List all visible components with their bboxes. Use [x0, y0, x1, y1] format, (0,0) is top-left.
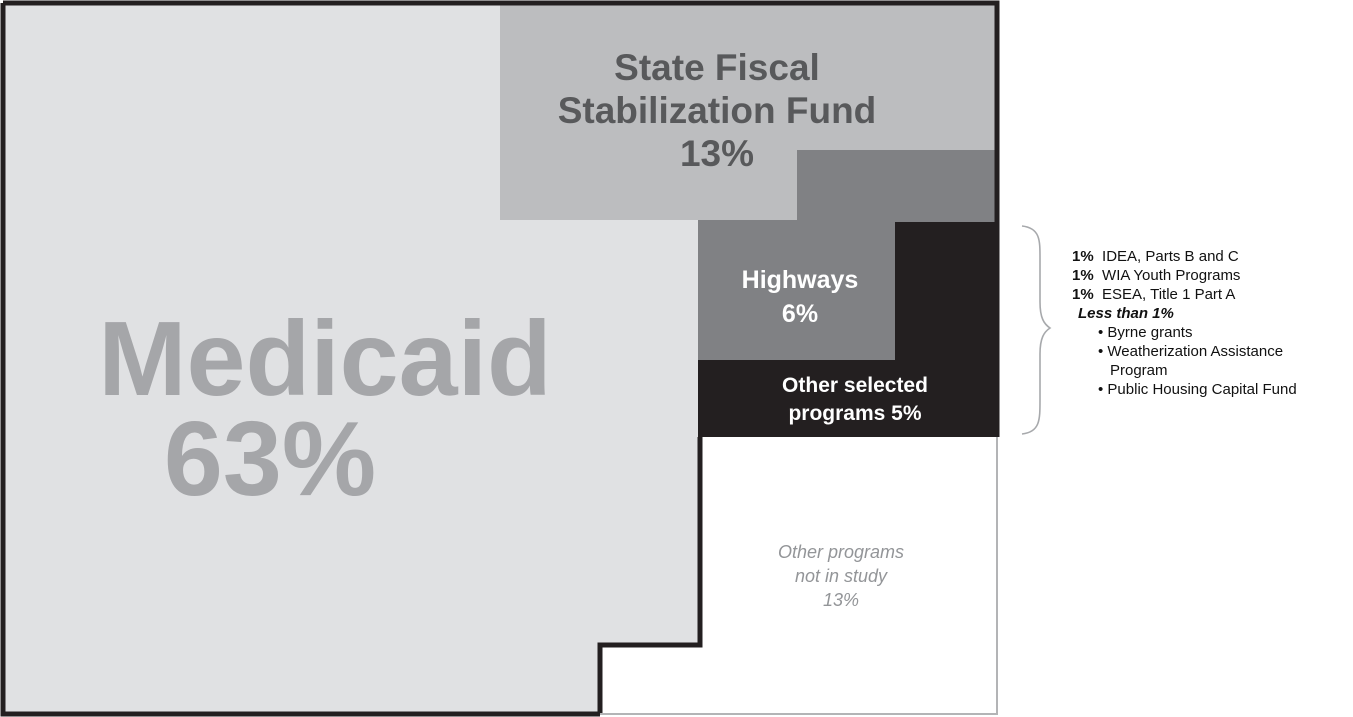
- segment-other-selected-programs: [698, 222, 997, 437]
- less-than-item: • Byrne grants: [1098, 324, 1193, 341]
- breakdown-item: 1% WIA Youth Programs: [1072, 266, 1352, 285]
- segment-medicaid: [3, 3, 698, 714]
- segment-highways: [698, 150, 997, 360]
- less-than-item: • Weatherization Assistance: [1098, 343, 1284, 360]
- breakdown-item-pct: 1%: [1072, 248, 1094, 265]
- less-than-item-continuation: Program: [1110, 362, 1168, 379]
- less-than-heading: Less than 1%: [1078, 305, 1174, 322]
- label-sfsf-line2: Stabilization Fund: [558, 90, 877, 131]
- step-outline: [597, 437, 703, 714]
- label-sfsf-line1: State Fiscal: [614, 47, 820, 88]
- breakdown-item-pct: 1%: [1072, 267, 1094, 284]
- label-highways-name: Highways: [742, 266, 859, 294]
- segment-other-programs-not-in-study: [600, 437, 997, 714]
- breakdown-item: 1% ESEA, Title 1 Part A: [1072, 285, 1352, 304]
- breakdown-list: 1% IDEA, Parts B and C 1% WIA Youth Prog…: [1072, 247, 1352, 399]
- other-programs-outline: [600, 437, 998, 715]
- label-medicaid-name: Medicaid: [98, 300, 552, 418]
- breakdown-item-pct: 1%: [1072, 286, 1094, 303]
- label-medicaid-pct: 63%: [164, 400, 376, 518]
- label-other-programs-line1: Other programs: [778, 542, 904, 562]
- less-than-item-label: Byrne grants: [1107, 324, 1193, 341]
- less-than-item: • Public Housing Capital Fund: [1098, 381, 1297, 398]
- less-than-item-label: Weatherization Assistance: [1107, 343, 1284, 360]
- medicaid-outline: [3, 0, 1000, 437]
- breakdown-brace: [1021, 225, 1052, 435]
- breakdown-item-label: IDEA, Parts B and C: [1102, 248, 1239, 265]
- breakdown-item-label: ESEA, Title 1 Part A: [1102, 286, 1236, 303]
- segment-state-fiscal-stabilization-fund: [500, 3, 997, 220]
- bottom-outline: [0, 3, 600, 717]
- breakdown-item-label: WIA Youth Programs: [1102, 267, 1241, 284]
- breakdown-item: 1% IDEA, Parts B and C: [1072, 247, 1352, 266]
- label-other-programs-line2: not in study: [795, 566, 888, 586]
- label-other-programs-line3: 13%: [823, 590, 859, 610]
- label-sfsf-pct: 13%: [680, 133, 754, 174]
- label-other-selected-line1: Other selected: [782, 374, 928, 397]
- label-other-selected-line2: programs 5%: [788, 402, 921, 425]
- less-than-item-label: Public Housing Capital Fund: [1107, 381, 1297, 398]
- label-highways-pct: 6%: [782, 300, 818, 328]
